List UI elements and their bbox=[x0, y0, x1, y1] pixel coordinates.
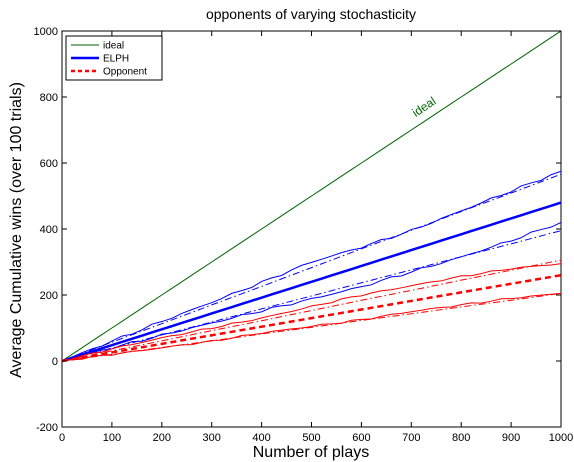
y-axis: -200 0 200 400 600 800 1000 bbox=[34, 26, 561, 434]
series-line-band-7 bbox=[62, 263, 561, 362]
y-tick-label: 800 bbox=[40, 92, 58, 104]
x-axis-label: Number of plays bbox=[253, 444, 370, 461]
x-tick-label: 1000 bbox=[549, 432, 573, 444]
y-tick-label: 200 bbox=[40, 290, 58, 302]
annotation-ideal: ideal bbox=[410, 94, 439, 120]
series-line-band-4 bbox=[62, 221, 561, 362]
x-tick-label: 100 bbox=[103, 432, 121, 444]
legend-label: Opponent bbox=[103, 67, 147, 78]
y-tick-label: 0 bbox=[52, 356, 58, 368]
x-tick-label: 400 bbox=[252, 432, 270, 444]
series-line-band-3 bbox=[62, 173, 561, 362]
y-tick-label: 1000 bbox=[34, 26, 58, 38]
series-line-band-5 bbox=[62, 230, 561, 362]
x-tick-label: 0 bbox=[59, 432, 65, 444]
x-tick-label: 500 bbox=[302, 432, 320, 444]
legend-label: ELPH bbox=[103, 54, 129, 65]
x-tick-label: 800 bbox=[452, 432, 470, 444]
x-tick-label: 900 bbox=[502, 432, 520, 444]
legend-label: ideal bbox=[103, 41, 124, 52]
y-axis-label: Average Cumulative wins (over 100 trials… bbox=[8, 82, 25, 378]
plot-frame bbox=[61, 30, 562, 428]
series-line-band-10 bbox=[62, 292, 561, 362]
x-tick-label: 300 bbox=[203, 432, 221, 444]
x-axis: 0 100 200 300 400 500 600 700 800 900 1000 bbox=[59, 31, 573, 444]
series-line-ideal bbox=[62, 31, 561, 362]
x-tick-label: 700 bbox=[402, 432, 420, 444]
series-line-band-8 bbox=[62, 259, 561, 362]
y-tick-label: 600 bbox=[40, 158, 58, 170]
series-line-elph bbox=[62, 201, 561, 363]
chart-title: opponents of varying stochasticity bbox=[206, 6, 416, 22]
x-tick-label: 600 bbox=[352, 432, 370, 444]
series-line-band-2 bbox=[62, 170, 561, 362]
x-tick-label: 200 bbox=[153, 432, 171, 444]
plot-area: ideal bbox=[61, 30, 562, 428]
y-tick-label: -200 bbox=[36, 422, 58, 434]
legend: ideal ELPH Opponent bbox=[65, 35, 163, 81]
y-tick-label: 400 bbox=[40, 224, 58, 236]
series-line-opponent bbox=[62, 273, 561, 363]
